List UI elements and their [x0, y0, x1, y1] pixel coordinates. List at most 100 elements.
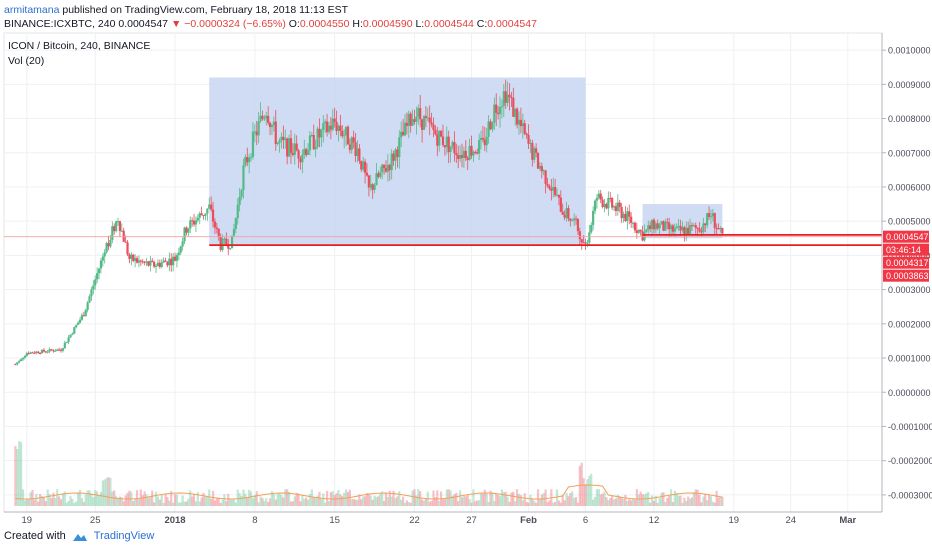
candle-body: [552, 186, 555, 191]
volume-bar: [696, 489, 699, 506]
volume-bar: [698, 494, 701, 506]
candle-body: [99, 260, 103, 269]
volume-bar: [249, 491, 253, 506]
tradingview-brand[interactable]: TradingView: [93, 530, 155, 542]
candle-body: [251, 131, 255, 157]
volume-bar: [346, 491, 350, 506]
volume-bar: [495, 493, 498, 506]
volume-bar: [375, 497, 378, 506]
candle-body: [308, 135, 312, 151]
volume-bar: [20, 442, 23, 506]
candle-body: [286, 138, 289, 157]
candle-body: [407, 113, 410, 127]
candle-body: [211, 209, 215, 222]
volume-bar: [497, 494, 500, 506]
candle-body: [331, 118, 334, 130]
author-link[interactable]: armitamana: [4, 4, 60, 16]
candle-body: [128, 254, 131, 259]
volume-bar: [124, 495, 127, 506]
volume-bar: [16, 449, 19, 506]
candle-body: [204, 213, 207, 216]
candle-body: [438, 130, 441, 146]
candle-body: [132, 254, 135, 261]
candle-body: [633, 222, 637, 231]
volume-bar: [544, 489, 547, 506]
volume-bar: [662, 492, 665, 506]
candle-body: [246, 156, 249, 163]
time-axis[interactable]: 19 25 2018 8 15 22 27 Feb 6 12 19 24 Mar: [4, 511, 882, 526]
volume-bar: [225, 501, 228, 506]
volume-bar: [295, 492, 298, 506]
candle-body: [607, 197, 610, 209]
volume-bar: [149, 496, 152, 506]
volume-bar: [259, 496, 262, 506]
candle-body: [54, 350, 57, 352]
candle-body: [147, 261, 150, 266]
x-tick-label: 25: [90, 515, 101, 526]
volume-bar: [485, 493, 488, 506]
volume-bar: [535, 502, 538, 506]
x-tick-label: 19: [22, 515, 33, 526]
volume-bar: [409, 502, 412, 506]
candle-body: [516, 108, 519, 125]
candle-body: [573, 218, 576, 221]
candle-body: [301, 154, 304, 163]
candle-body: [497, 112, 500, 115]
volume-bar: [432, 490, 435, 506]
open-value: 0.0004550: [299, 18, 350, 30]
volume-bar: [592, 499, 595, 506]
volume-bar: [559, 502, 562, 506]
candle-body: [599, 193, 602, 200]
range-zones: [209, 77, 723, 246]
candle-body: [88, 296, 91, 303]
volume-bar: [276, 494, 279, 506]
volume-bar: [525, 502, 528, 506]
candle-body: [647, 225, 650, 230]
volume-bar: [578, 465, 581, 506]
volume-bar: [109, 477, 112, 506]
candle-body: [685, 227, 688, 235]
candle-body: [571, 220, 574, 222]
candle-body: [48, 349, 51, 352]
volume-bar: [151, 490, 154, 506]
volume-bar: [430, 500, 433, 506]
candle-body: [550, 188, 553, 191]
price-axis[interactable]: 0.0010000 0.0009000 0.0008000 0.0007000 0.00…: [881, 33, 932, 512]
x-tick-label: 2018: [164, 515, 185, 526]
candle-body: [538, 166, 542, 169]
published-text: published on TradingView.com, February 1…: [62, 4, 348, 16]
volume-bar: [405, 500, 408, 506]
candle-body: [46, 351, 49, 353]
volume-bar: [128, 490, 131, 506]
candle-body: [18, 360, 21, 363]
volume-bar: [282, 497, 285, 506]
volume-bar: [420, 499, 424, 506]
candle-body: [656, 223, 659, 229]
candle-body: [434, 129, 437, 135]
volume-bar: [223, 494, 226, 506]
volume-bar: [286, 489, 289, 506]
volume-bar: [356, 499, 359, 506]
candle-body: [198, 213, 201, 218]
candle-body: [595, 198, 599, 201]
candle-body: [717, 228, 720, 230]
volume-bar: [649, 502, 652, 506]
volume-bar: [407, 502, 410, 506]
candle-body: [711, 213, 714, 217]
volume-bar: [635, 489, 638, 506]
volume-bar: [310, 489, 313, 506]
volume-bar: [573, 497, 576, 506]
candle-body: [529, 142, 532, 144]
candle-body: [172, 256, 175, 266]
candle-body: [16, 362, 19, 365]
volume-bar: [715, 490, 718, 506]
x-tick-label: 6: [583, 515, 588, 526]
volume-bar: [487, 501, 490, 506]
candle-body: [270, 125, 274, 128]
candle-body: [162, 260, 165, 263]
candle-body: [135, 258, 139, 263]
candle-body: [557, 194, 561, 198]
candle-body: [474, 151, 477, 153]
volume-bar: [565, 492, 568, 506]
